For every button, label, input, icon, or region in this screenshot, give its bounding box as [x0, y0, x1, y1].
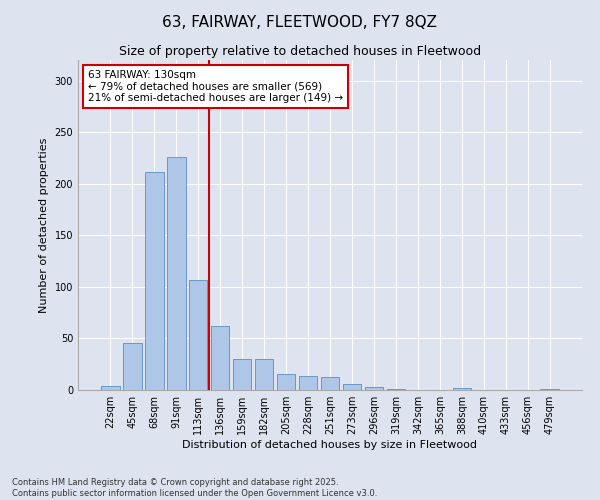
Bar	[101, 386, 119, 390]
Text: Contains HM Land Registry data © Crown copyright and database right 2025.
Contai: Contains HM Land Registry data © Crown c…	[12, 478, 377, 498]
Y-axis label: Number of detached properties: Number of detached properties	[39, 138, 49, 312]
Text: Size of property relative to detached houses in Fleetwood: Size of property relative to detached ho…	[119, 45, 481, 58]
Bar	[541, 389, 559, 390]
Bar	[343, 384, 361, 390]
Bar	[320, 376, 340, 390]
Bar	[233, 359, 251, 390]
Bar	[299, 376, 317, 390]
X-axis label: Distribution of detached houses by size in Fleetwood: Distribution of detached houses by size …	[182, 440, 478, 450]
Bar	[145, 172, 164, 390]
Bar	[167, 157, 185, 390]
Bar	[365, 387, 383, 390]
Bar	[386, 389, 405, 390]
Bar	[211, 326, 229, 390]
Text: 63 FAIRWAY: 130sqm
← 79% of detached houses are smaller (569)
21% of semi-detach: 63 FAIRWAY: 130sqm ← 79% of detached hou…	[88, 70, 343, 103]
Bar	[189, 280, 208, 390]
Bar	[452, 388, 471, 390]
Bar	[123, 342, 142, 390]
Bar	[255, 359, 274, 390]
Text: 63, FAIRWAY, FLEETWOOD, FY7 8QZ: 63, FAIRWAY, FLEETWOOD, FY7 8QZ	[163, 15, 437, 30]
Bar	[277, 374, 295, 390]
